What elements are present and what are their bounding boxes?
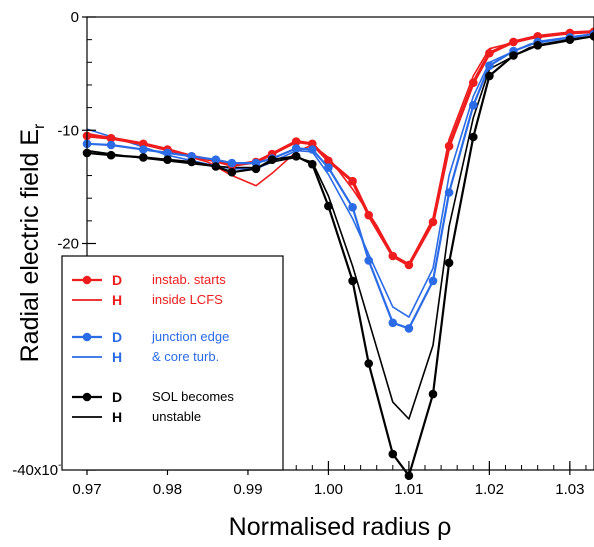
data-point-blue [485,61,494,70]
y-axis-title-main: Radial electric field E [16,129,44,362]
data-point-red [509,37,518,47]
data-point-blue [211,155,221,164]
series-layer [82,27,594,481]
x-tick-label: 1.01 [394,481,423,498]
data-point-black [364,359,374,368]
data-point-black [324,201,333,211]
legend-description-blue: junction edge [151,329,229,344]
data-point-blue [364,256,374,265]
legend-key-blue-H: H [112,349,122,365]
data-point-blue [139,145,148,154]
data-point-black [388,449,398,459]
data-point-black [509,51,518,60]
data-point-black [139,153,148,162]
legend-key-red-D: D [112,272,122,288]
x-axis-title: Normalised radius ρ [229,513,452,541]
x-tick-label: 1.00 [314,481,343,498]
legend-key-black-H: H [112,409,122,425]
data-point-black [565,35,575,44]
data-point-black [163,155,172,164]
x-tick-label: 1.02 [475,481,504,498]
legend-marker-blue [82,332,92,342]
data-point-black [444,258,454,268]
data-point-blue [227,158,237,168]
data-point-red [291,137,301,146]
y-axis-title-subscript: r [31,123,48,129]
data-point-black [428,389,438,399]
data-point-blue [388,318,398,328]
legend-description-red: instab. starts [152,272,226,287]
x-tick-label: 0.97 [72,481,101,498]
y-tick-label: -40x10-3 [12,460,67,479]
data-point-black [533,41,542,50]
data-point-black [291,152,301,161]
data-point-black [227,167,237,177]
data-point-black [251,164,261,174]
data-point-red [324,156,333,166]
data-point-black [308,159,317,169]
ticks-layer: 0.97 0.98 0.99 1.00 1.01 1.02 1.03 0 -10 -20 -40x1… [12,9,587,498]
data-point-red [428,217,438,227]
data-point-red [444,141,454,151]
data-point-black [211,162,221,171]
data-point-blue [428,276,438,286]
data-point-blue [106,140,116,150]
y-tick-label: 0 [71,9,79,26]
legend-key-red-H: H [112,292,122,308]
legend-description-black: SOL becomes [152,389,234,404]
data-point-red [348,176,357,186]
x-tick-label: 0.99 [233,481,262,498]
x-tick-label: 0.98 [153,481,182,498]
data-point-black [187,157,196,167]
data-point-blue [163,148,172,158]
data-point-blue [348,203,357,212]
data-point-black [589,32,594,41]
data-point-black [485,71,494,81]
data-point-black [267,155,277,164]
data-point-red [485,48,494,58]
data-point-blue [291,144,301,153]
data-point-red [388,251,398,261]
legend-marker-red [82,275,92,285]
data-point-red [469,78,478,87]
data-point-red [106,133,116,143]
legend-marker-black [82,392,92,402]
data-point-black [469,132,478,142]
data-point-blue [444,188,454,197]
legend-key-black-D: D [112,389,122,405]
data-point-black [106,150,116,160]
data-point-blue [324,163,333,172]
y-tick-label: -10 [57,122,79,139]
legend-description-blue: & core turb. [152,349,219,364]
y-axis-title-group: Radial electric field Er [16,123,48,362]
data-point-red [364,210,374,220]
legend-key-blue-D: D [112,329,122,345]
data-point-red [404,260,414,270]
data-point-blue [308,145,317,154]
y-axis-title: Radial electric field Er [16,123,48,362]
data-point-black [404,471,414,481]
data-point-blue [404,324,414,333]
x-tick-label: 1.03 [555,481,584,498]
y-tick-label: -20 [57,236,79,253]
legend-box [61,255,284,471]
legend-description-black: unstable [152,409,201,424]
legend-description-red: inside LCFS [152,292,223,307]
data-point-blue [469,101,478,110]
data-point-black [348,276,357,286]
